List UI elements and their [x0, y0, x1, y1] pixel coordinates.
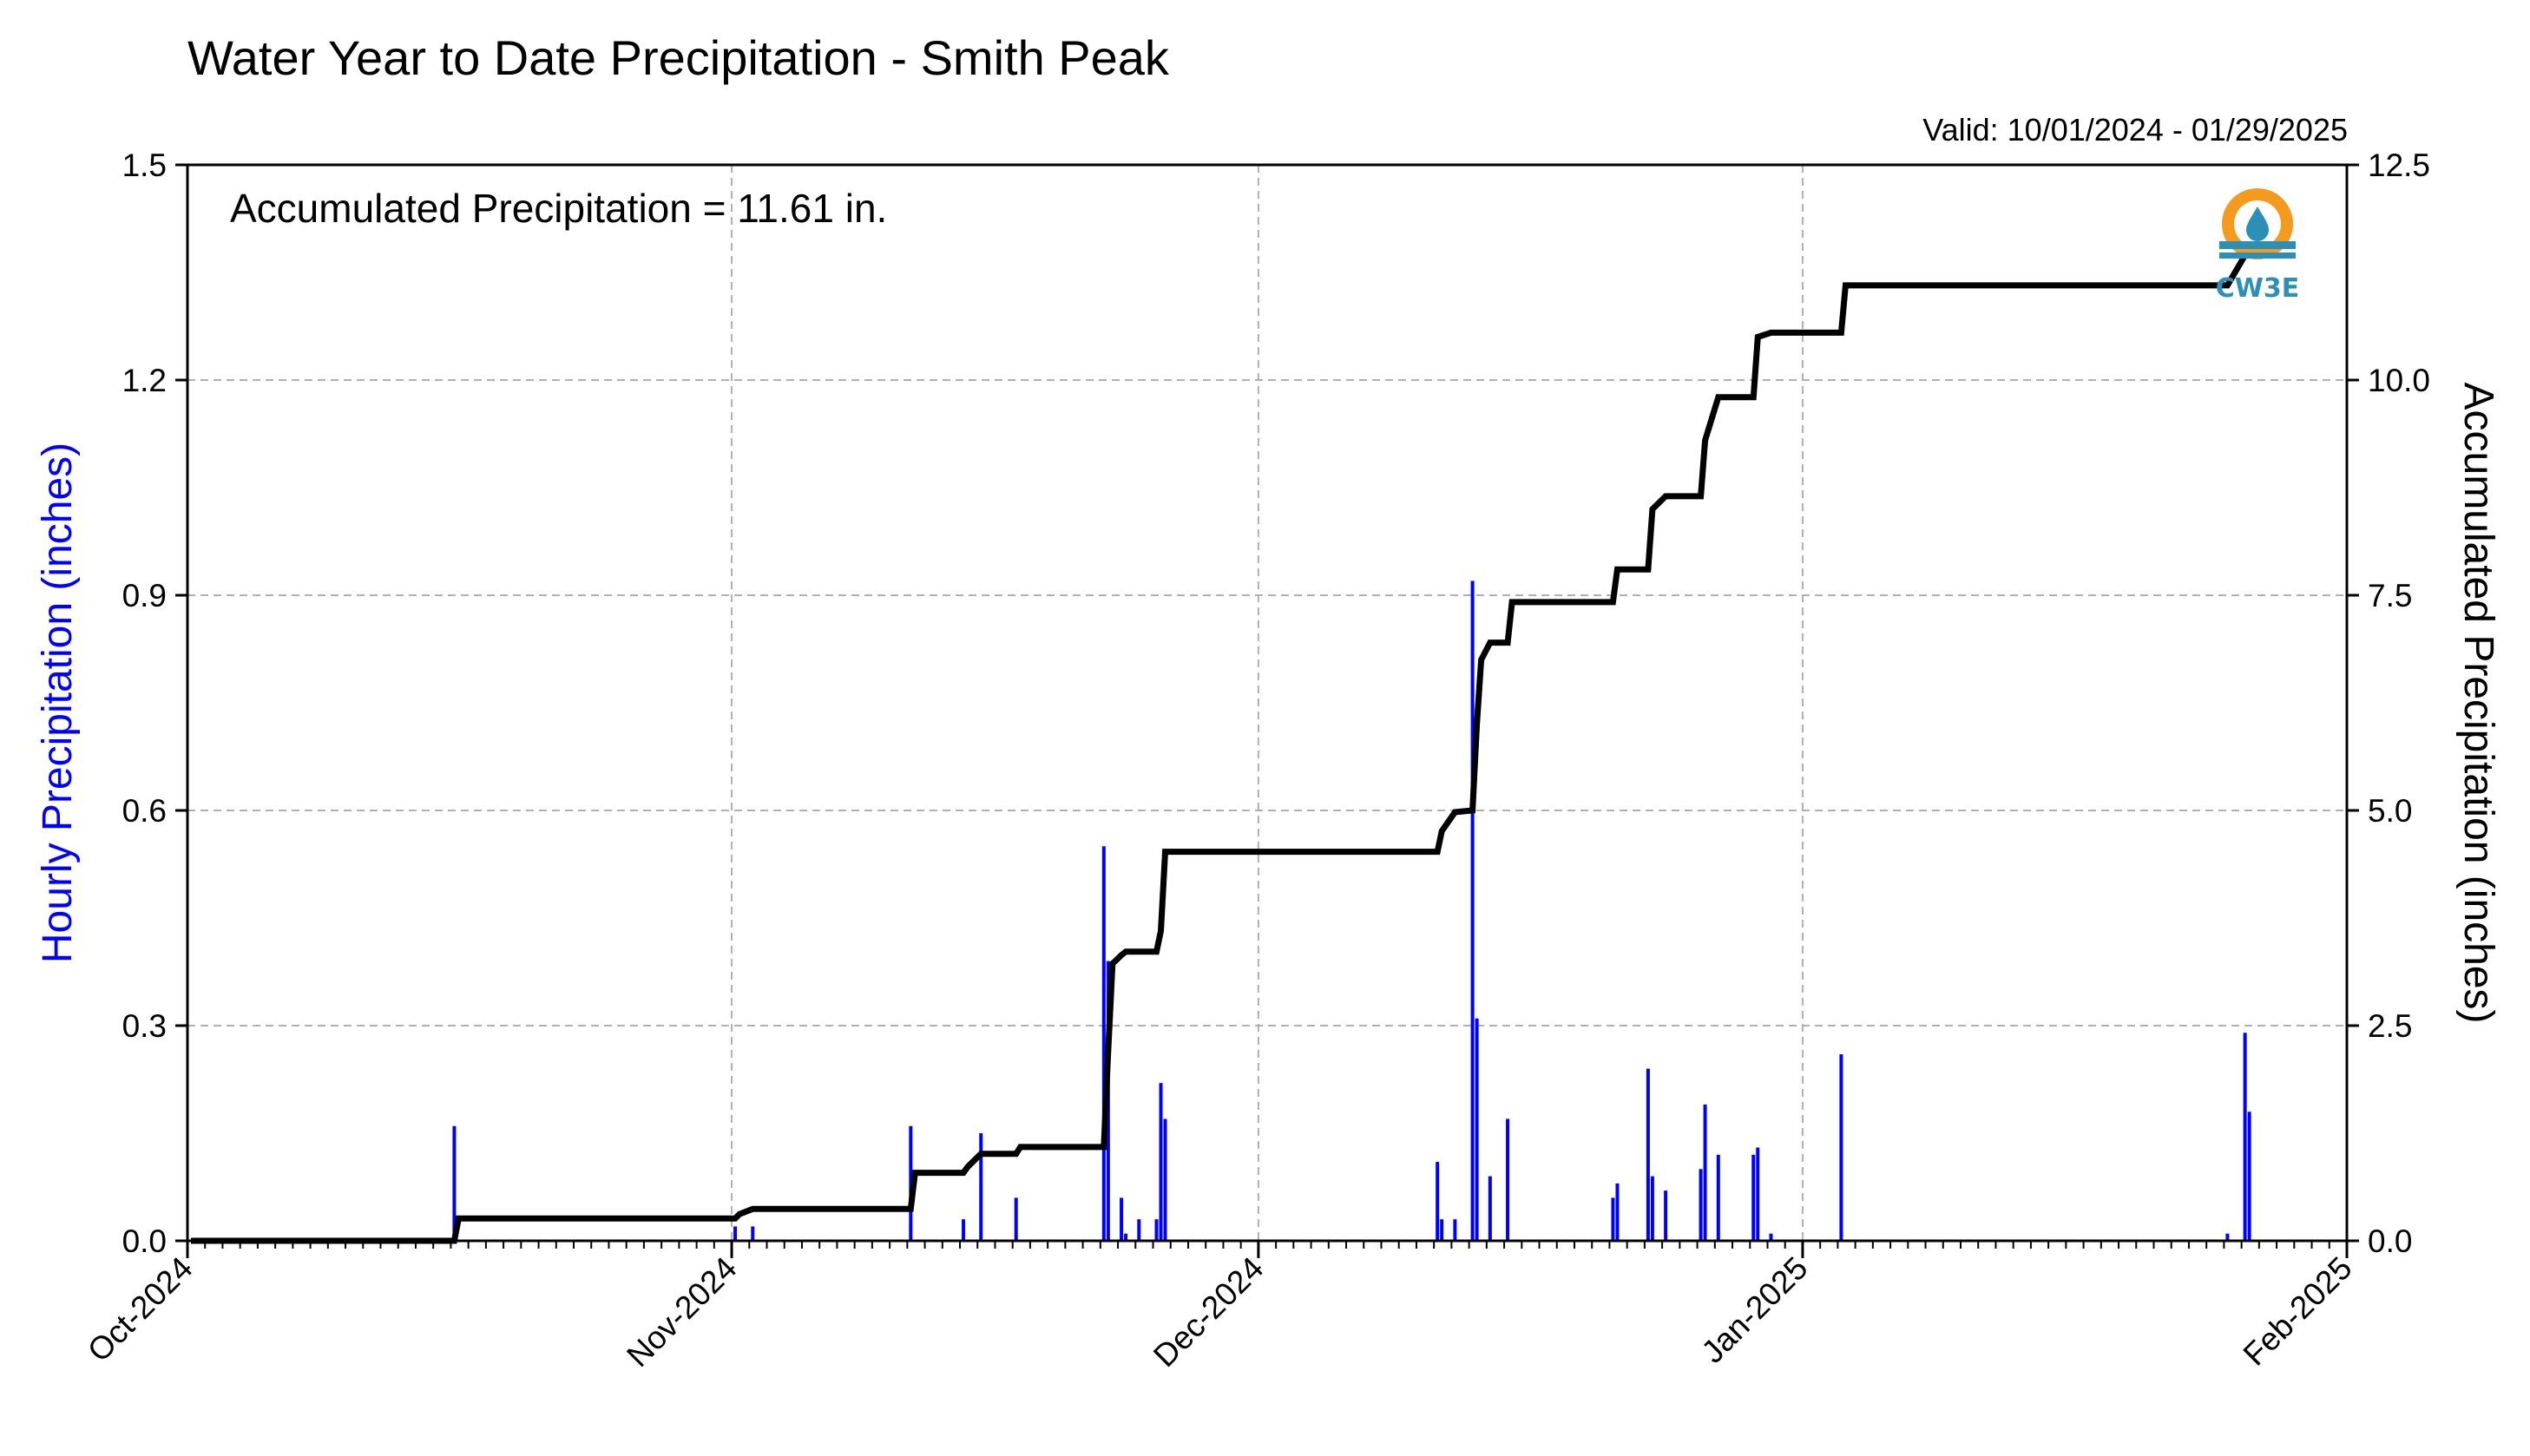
logo-text: CW3E	[2216, 273, 2299, 304]
left-tick-label: 1.5	[122, 148, 167, 183]
hourly-bar	[1650, 1176, 1654, 1241]
hourly-bar	[2243, 1033, 2247, 1241]
hourly-bar	[1615, 1183, 1620, 1241]
hourly-bar	[1124, 1233, 1128, 1241]
left-tick-label: 0.9	[122, 578, 167, 613]
hourly-bar	[1014, 1197, 1018, 1241]
accumulated-precipitation-line	[191, 238, 2281, 1244]
plot-frame	[186, 163, 2349, 1243]
hourly-bar	[962, 1219, 966, 1241]
hourly-bar	[452, 1125, 457, 1241]
hourly-bar	[2225, 1233, 2230, 1241]
left-tick-label: 1.2	[122, 363, 167, 398]
hourly-bar	[1440, 1219, 1444, 1241]
x-tick-label: Nov-2024	[620, 1250, 743, 1374]
hourly-bar	[1716, 1154, 1720, 1241]
right-tick-label: 5.0	[2368, 793, 2412, 829]
accumulated-total-annotation: Accumulated Precipitation = 11.61 in.	[230, 186, 887, 231]
right-tick-label: 2.5	[2368, 1008, 2412, 1044]
left-axis-label: Hourly Precipitation (inches)	[35, 443, 81, 963]
hourly-bar	[1101, 846, 1106, 1241]
hourly-bar	[1488, 1176, 1492, 1241]
hourly-bar	[1703, 1104, 1707, 1241]
hourly-bar	[2247, 1112, 2251, 1241]
hourly-bar	[1159, 1083, 1163, 1241]
hourly-bar	[1137, 1219, 1141, 1241]
x-tick-label: Dec-2024	[1147, 1250, 1270, 1374]
hourly-precipitation-bars	[452, 580, 2251, 1241]
hourly-bar	[1470, 580, 1475, 1241]
hourly-bar	[1839, 1054, 1843, 1241]
chart-title: Water Year to Date Precipitation - Smith…	[187, 30, 1170, 85]
hourly-bar	[1646, 1068, 1650, 1241]
x-tick-label: Jan-2025	[1695, 1250, 1815, 1370]
hourly-bar	[1751, 1154, 1756, 1241]
hourly-bar	[1436, 1162, 1440, 1241]
x-tick-label: Feb-2025	[2237, 1250, 2359, 1373]
hourly-bar	[1475, 1018, 1479, 1241]
axis-ticks: 0.0 0.3 0.6 0.9 1.2 1.5 0.0 2.5 5.0 7.5 10.0 12.5 Oc…	[81, 148, 2430, 1374]
left-tick-label: 0.0	[122, 1223, 167, 1259]
left-tick-label: 0.6	[122, 793, 167, 829]
right-tick-label: 7.5	[2368, 578, 2412, 613]
hourly-bar	[1154, 1219, 1159, 1241]
hourly-bar	[1699, 1169, 1703, 1241]
hourly-bar	[751, 1226, 755, 1241]
hourly-bar	[979, 1133, 983, 1241]
hourly-bar	[733, 1226, 738, 1241]
hourly-bar	[1756, 1147, 1760, 1241]
cw3e-logo-icon: CW3E	[2216, 188, 2299, 304]
hourly-bar	[1506, 1118, 1510, 1241]
hourly-bar	[1611, 1197, 1615, 1241]
hourly-bar	[1163, 1118, 1167, 1241]
hourly-bar	[1664, 1190, 1668, 1241]
grid-lines	[187, 165, 2347, 1241]
hourly-bar	[1120, 1197, 1124, 1241]
valid-date-range: Valid: 10/01/2024 - 01/29/2025	[1922, 112, 2348, 148]
right-tick-label: 12.5	[2368, 148, 2430, 183]
left-tick-label: 0.3	[122, 1008, 167, 1044]
right-tick-label: 0.0	[2368, 1223, 2412, 1259]
x-tick-label: Oct-2024	[81, 1250, 200, 1369]
right-tick-label: 10.0	[2368, 363, 2430, 398]
hourly-bar	[1769, 1233, 1773, 1241]
hourly-bar	[1453, 1219, 1457, 1241]
right-axis-label: Accumulated Precipitation (inches)	[2455, 382, 2501, 1023]
